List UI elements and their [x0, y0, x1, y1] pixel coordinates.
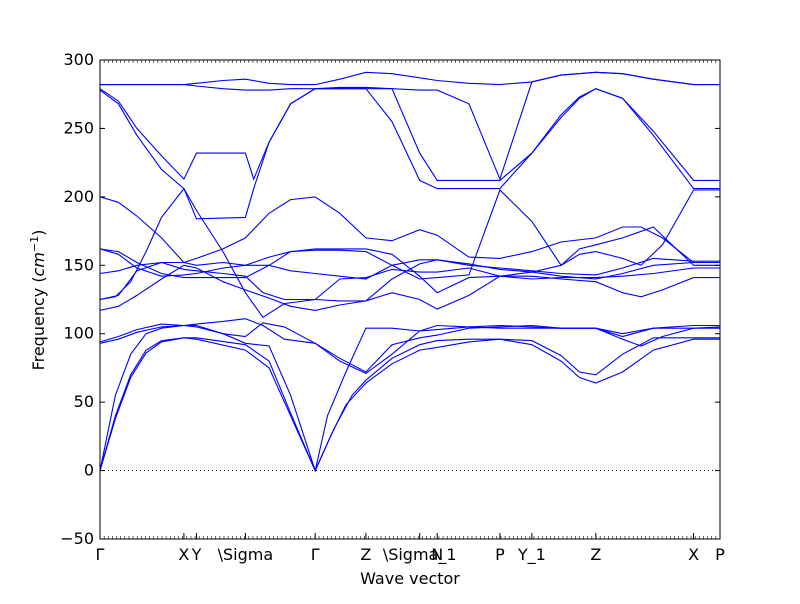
x-tick-label: N — [431, 545, 443, 564]
y-axis: −50 0 50 100 150 200 250 300 — [60, 50, 720, 548]
x-tick-label: Y_1 — [517, 545, 546, 565]
band-line-1 — [99, 337, 720, 472]
x-tick-label: Z — [590, 545, 601, 564]
x-axis-label: Wave vector — [360, 569, 460, 588]
band-line-8 — [99, 187, 720, 319]
band-line-5 — [99, 322, 720, 373]
x-tick-label: Γ — [311, 545, 320, 564]
band-line-14 — [99, 88, 720, 220]
x-axis: Γ X Y \Sigma Γ Z \Sigma_1N P Y_1 Z X P — [96, 60, 725, 565]
y-tick-label: 250 — [63, 118, 94, 137]
x-tick-label: \Sigma — [218, 545, 274, 564]
x-tick-label: X — [178, 545, 189, 564]
x-tick-label: X — [688, 545, 699, 564]
band-line-16 — [100, 71, 720, 181]
y-tick-label: 150 — [63, 255, 94, 274]
y-tick-label: 100 — [63, 324, 94, 343]
band-line-12 — [99, 196, 720, 264]
y-tick-label: 50 — [74, 392, 94, 411]
y-tick-label: 200 — [63, 187, 94, 206]
y-axis-label-text: Frequency — [29, 288, 48, 371]
band-line-10 — [99, 189, 720, 294]
y-axis-label: Frequency (cm−1) — [28, 230, 48, 371]
y-tick-label: 0 — [84, 461, 94, 480]
y-axis-label-exponent: −1 — [28, 236, 41, 252]
x-tick-label: P — [715, 545, 725, 564]
band-line-7 — [99, 261, 720, 310]
y-tick-label: 300 — [63, 50, 94, 69]
x-tick-label: Γ — [96, 545, 105, 564]
band-line-11 — [99, 189, 720, 280]
y-axis-label-unit: cm — [29, 252, 48, 276]
x-tick-label: Y — [191, 545, 202, 564]
x-tick-label: Z — [360, 545, 371, 564]
x-tick-label: \Sigma_1 — [383, 545, 457, 565]
y-tick-label: −50 — [60, 529, 94, 548]
x-tick-label: P — [495, 545, 505, 564]
band-line-2 — [99, 337, 720, 472]
